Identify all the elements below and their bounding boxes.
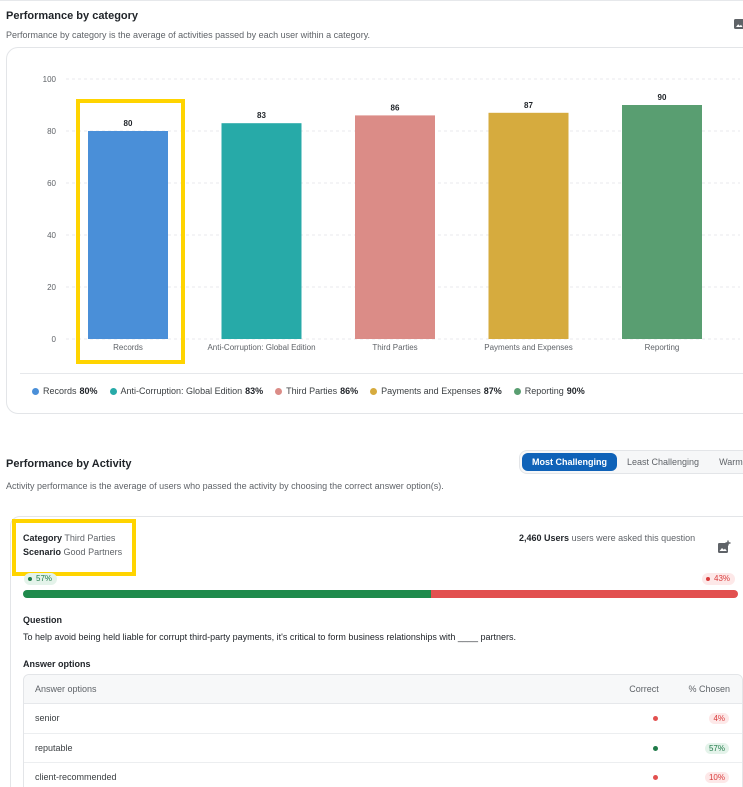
legend-label: Third Parties: [286, 386, 338, 396]
add-image-icon[interactable]: [717, 540, 731, 554]
scenario-meta: Scenario Good Partners: [23, 547, 122, 557]
legend-value: 83%: [245, 386, 264, 396]
bar: [355, 115, 435, 340]
split-correct: [23, 590, 431, 598]
header-correct: Correct: [629, 684, 659, 694]
activity-section-title: Performance by Activity: [6, 458, 132, 470]
bar: [488, 112, 569, 339]
chosen-pct-badge: 4%: [709, 713, 729, 724]
tab-warm-up[interactable]: Warm up: [719, 457, 743, 467]
bar-value-label: 80: [124, 119, 133, 128]
tab-least-challenging[interactable]: Least Challenging: [627, 457, 700, 467]
correct-indicator-icon: [653, 745, 658, 751]
legend-dot-icon: [109, 387, 117, 395]
category-section-title: Performance by category: [6, 10, 139, 22]
incorrect-indicator-icon: [653, 775, 658, 780]
answer-split-bar: [23, 590, 738, 598]
scenario-meta-label: Scenario: [23, 547, 62, 557]
answer-options-table: Answer options Correct % Chosen senior 4…: [23, 674, 743, 787]
table-header: Answer options Correct % Chosen: [24, 675, 742, 704]
legend-item[interactable]: Records 80%: [32, 386, 98, 396]
correct-pct: 57%: [36, 574, 53, 583]
chosen-pct-badge: 57%: [704, 742, 729, 754]
category-bar-chart: 0 20 40 60 80 100 80 Records 83 Anti-Corruption: …: [43, 75, 740, 352]
legend-item[interactable]: Anti-Corruption: Global Edition 83%: [109, 386, 264, 396]
category-section-description: Performance by category is the average o…: [6, 30, 371, 40]
category-meta: Category Third Parties: [23, 533, 115, 543]
users-text: users were asked this question: [571, 533, 696, 543]
y-tick-label: 60: [47, 179, 56, 188]
tab-most-challenging[interactable]: Most Challenging: [522, 453, 617, 471]
option-text: reputable: [35, 742, 73, 753]
chart-legend: Records 80% Anti-Corruption: Global Editio…: [32, 386, 597, 396]
category-meta-label: Category: [23, 533, 63, 543]
x-tick-label: Reporting: [645, 343, 680, 352]
header-option: Answer options: [35, 684, 97, 694]
correct-dot-icon: [28, 577, 32, 581]
y-tick-label: 0: [52, 335, 57, 344]
legend-dot-icon: [513, 387, 521, 395]
users-asked-info: 2,460 Users users were asked this questi…: [519, 533, 695, 543]
legend-label: Anti-Corruption: Global Edition: [120, 386, 243, 396]
meta-highlight: [12, 519, 136, 576]
y-tick-label: 40: [47, 231, 56, 240]
chosen-pct-badge: 10%: [704, 772, 729, 783]
option-text: senior: [35, 713, 60, 723]
legend-value: 80%: [79, 386, 98, 396]
incorrect-pct: 43%: [714, 574, 731, 583]
bar-value-label: 90: [658, 93, 667, 102]
legend-value: 86%: [340, 386, 359, 396]
top-divider: [0, 0, 743, 1]
option-text: client-recommended: [35, 772, 117, 782]
x-tick-label: Anti-Corruption: Global Edition: [207, 343, 315, 352]
y-tick-label: 100: [43, 75, 57, 84]
x-tick-label: Payments and Expenses: [484, 343, 573, 352]
incorrect-dot-icon: [706, 577, 710, 581]
activity-section-description: Activity performance is the average of u…: [6, 481, 444, 491]
header-chosen: % Chosen: [688, 684, 730, 694]
question-label: Question: [23, 615, 63, 625]
legend-value: 90%: [566, 386, 585, 396]
bar: [622, 105, 702, 339]
correct-pct-badge: 57%: [24, 573, 58, 585]
bar-value-label: 86: [391, 103, 400, 112]
category-meta-value: Third Parties: [64, 533, 116, 543]
legend-dot-icon: [370, 387, 378, 395]
bar-value-label: 83: [257, 111, 266, 120]
records-bar-highlight: [76, 99, 185, 364]
split-incorrect: [430, 590, 738, 598]
legend-value: 87%: [483, 386, 502, 396]
legend-label: Records: [43, 386, 77, 396]
legend-dot-icon: [32, 387, 39, 395]
y-tick-label: 20: [47, 283, 56, 292]
question-text: To help avoid being held liable for corr…: [23, 632, 516, 642]
table-row: reputable 57%: [24, 734, 742, 763]
legend-item[interactable]: Third Parties 86%: [275, 386, 358, 396]
export-image-icon[interactable]: [733, 18, 743, 30]
legend-item[interactable]: Reporting 90%: [513, 386, 585, 396]
activity-filter-tabs: Most Challenging Least Challenging Warm …: [519, 450, 743, 474]
users-count: 2,460 Users: [519, 533, 570, 543]
y-tick-label: 80: [47, 127, 56, 136]
bar-value-label: 87: [524, 101, 533, 110]
legend-item[interactable]: Payments and Expenses 87%: [370, 386, 502, 396]
legend-label: Reporting: [524, 386, 564, 396]
incorrect-pct-badge: 43%: [702, 573, 736, 585]
table-row: senior 4%: [24, 704, 742, 734]
table-row: client-recommended 10%: [24, 763, 742, 787]
bar: [88, 131, 168, 339]
incorrect-indicator-icon: [653, 716, 658, 721]
legend-divider: [20, 373, 743, 374]
scenario-meta-value: Good Partners: [63, 547, 123, 557]
bar: [221, 123, 302, 339]
x-tick-label: Records: [113, 343, 143, 352]
x-tick-label: Third Parties: [372, 343, 417, 352]
answers-label: Answer options: [23, 659, 91, 669]
legend-label: Payments and Expenses: [381, 386, 481, 396]
legend-dot-icon: [275, 387, 283, 395]
